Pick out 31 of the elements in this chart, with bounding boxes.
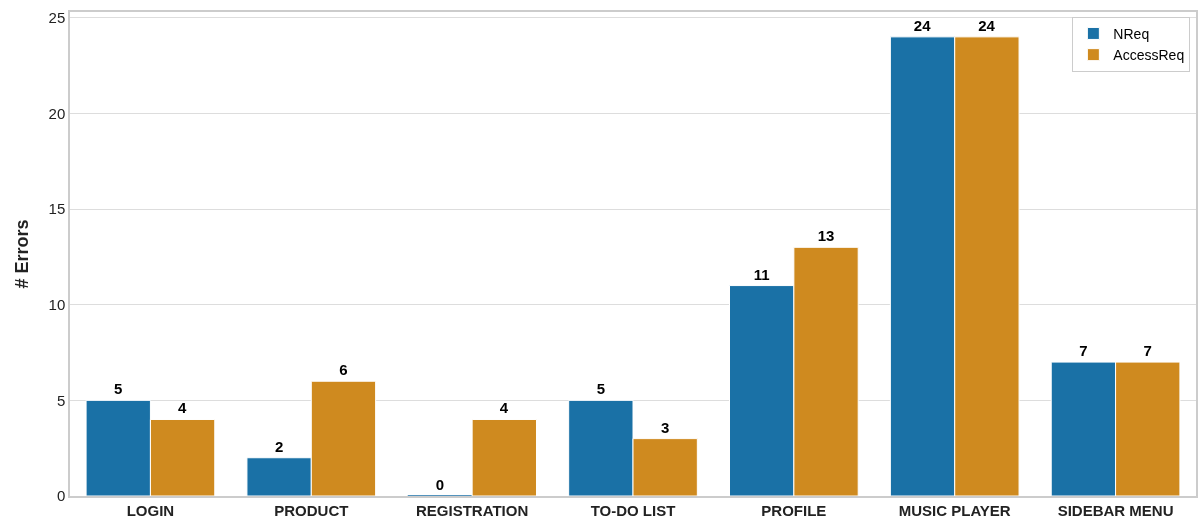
y-tick-label: 20 [48, 104, 66, 122]
x-tick-label: LOGIN [126, 501, 175, 519]
data-label: 24 [913, 16, 932, 34]
x-tick-label: PRODUCT [274, 501, 349, 519]
x-tick-label: PROFILE [761, 501, 827, 519]
x-tick-label: TO-DO LIST [590, 501, 676, 519]
data-label: 7 [1079, 342, 1088, 360]
data-label: 2 [274, 437, 284, 455]
x-tick-label: MUSIC PLAYER [898, 501, 1011, 519]
y-tick-label: 15 [48, 200, 66, 218]
y-axis-title: # Errors [12, 219, 33, 289]
data-label: 3 [661, 418, 670, 436]
data-label: 4 [499, 399, 509, 417]
x-tick-label: REGISTRATION [416, 501, 529, 519]
data-label: 5 [596, 380, 605, 398]
y-tick-label: 10 [48, 295, 66, 313]
y-tick-label: 0 [56, 487, 66, 505]
x-tick-label: SIDEBAR MENU [1057, 501, 1174, 519]
legend-label: AccessReq [1113, 47, 1185, 64]
y-tick-label: 5 [56, 391, 66, 409]
data-label: 6 [339, 361, 348, 379]
data-label: 7 [1143, 342, 1152, 360]
data-label: 4 [178, 399, 188, 417]
data-label: 0 [435, 476, 445, 493]
data-label: 11 [753, 265, 770, 283]
y-tick-label: 25 [48, 8, 66, 26]
data-label: 5 [114, 380, 123, 398]
data-label: 13 [817, 227, 835, 245]
data-label: 24 [978, 16, 996, 34]
legend-label: NReq [1113, 25, 1150, 42]
bar [471, 418, 537, 496]
